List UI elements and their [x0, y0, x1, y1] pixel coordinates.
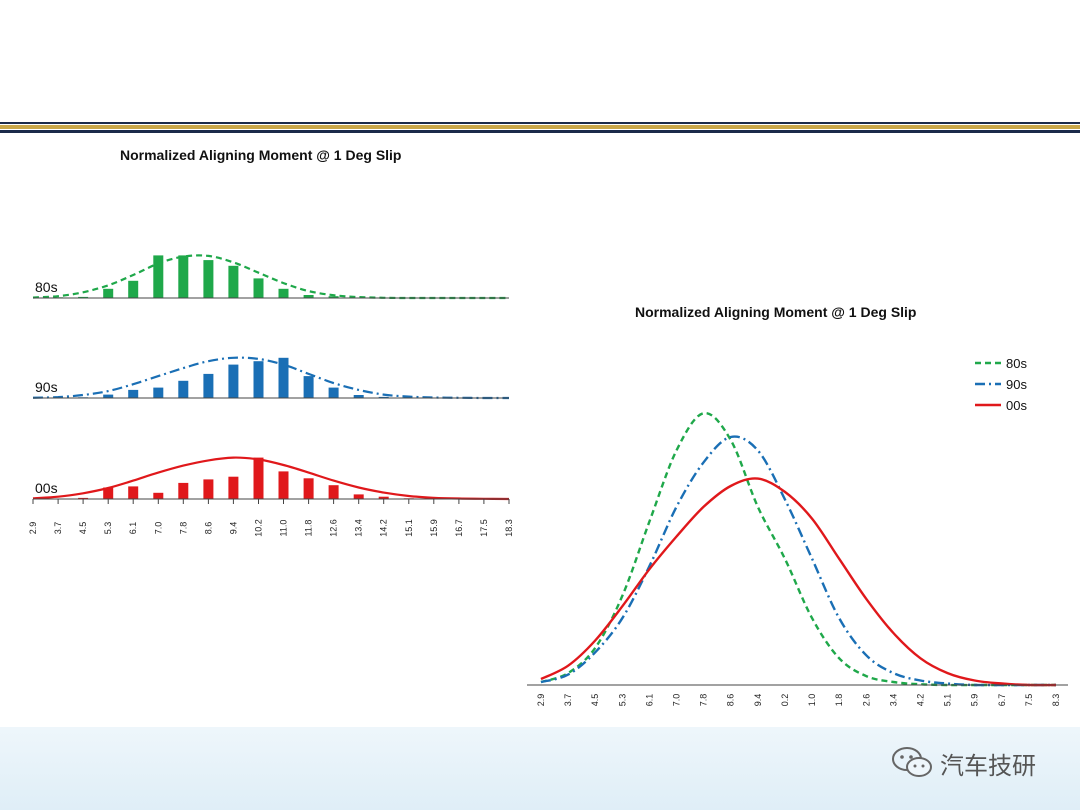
header-line-bottom [0, 130, 1080, 133]
bar-80s [303, 295, 314, 298]
x-tick-label: 16.7 [454, 519, 464, 537]
x-tick-label: 7.0 [672, 694, 682, 707]
x-tick-label: 9.4 [753, 694, 763, 707]
bar-00s [378, 496, 389, 499]
x-tick-label: 7.5 [1024, 694, 1034, 707]
bar-80s [203, 260, 214, 298]
x-tick-label: 8.3 [1051, 694, 1061, 707]
bar-00s [228, 476, 239, 499]
bar-90s [253, 361, 264, 398]
bar-00s [103, 487, 114, 499]
x-tick-label: 15.1 [404, 519, 414, 537]
bar-00s [203, 479, 214, 499]
x-tick-label: 7.8 [178, 522, 188, 535]
watermark: 汽车技研 [890, 745, 1036, 781]
bar-90s [203, 373, 214, 399]
series-line-80s [540, 411, 1056, 687]
bar-00s [353, 494, 364, 499]
x-tick-label: 4.2 [916, 694, 926, 707]
bar-00s [178, 482, 189, 499]
x-tick-label: 11.8 [304, 520, 314, 537]
x-tick-label: 2.6 [861, 694, 871, 707]
x-tick-label: 14.2 [379, 519, 389, 537]
bar-80s [178, 255, 189, 298]
x-tick-label: 18.3 [504, 519, 514, 537]
header-line-top [0, 122, 1080, 124]
x-tick-label: 6.7 [997, 694, 1007, 707]
bar-80s [253, 278, 264, 298]
bar-90s [103, 394, 114, 398]
left-chart-title: Normalized Aligning Moment @ 1 Deg Slip [120, 147, 401, 163]
x-tick-label: 5.9 [970, 694, 980, 707]
right-chart-title: Normalized Aligning Moment @ 1 Deg Slip [635, 304, 916, 320]
x-tick-label: 2.9 [28, 522, 38, 535]
bar-00s [278, 471, 289, 499]
legend-label-80s: 80s [1006, 356, 1027, 371]
bar-80s [278, 288, 289, 298]
panel-label-00s: 00s [35, 480, 58, 496]
x-tick-label: 5.1 [943, 694, 953, 707]
fit-line-00s [32, 456, 510, 501]
bar-00s [303, 478, 314, 499]
bar-00s [128, 486, 139, 500]
x-tick-label: 5.3 [617, 694, 627, 707]
bar-00s [253, 457, 264, 499]
legend-label-00s: 00s [1006, 398, 1027, 413]
bar-80s [328, 296, 339, 298]
x-tick-label: 1.8 [834, 694, 844, 707]
bar-00s [328, 485, 339, 499]
panel-label-80s: 80s [35, 279, 58, 295]
wechat-icon [892, 747, 932, 777]
x-tick-label: 11.0 [279, 520, 289, 537]
legend-label-90s: 90s [1006, 377, 1027, 392]
panel-label-90s: 90s [35, 379, 58, 395]
series-line-90s [540, 435, 1056, 687]
header-line-gold [0, 125, 1080, 129]
bar-80s [228, 265, 239, 298]
bar-80s [153, 255, 164, 298]
x-tick-label: 6.1 [128, 522, 138, 535]
bar-90s [128, 389, 139, 398]
bar-90s [278, 357, 289, 399]
fit-line-90s [32, 356, 509, 400]
bar-90s [328, 387, 339, 398]
bar-90s [353, 395, 364, 398]
x-tick-label: 4.5 [78, 522, 88, 535]
x-tick-label: 6.1 [644, 694, 654, 707]
x-tick-label: 17.5 [479, 519, 489, 537]
x-tick-label: 7.0 [153, 522, 163, 535]
bar-80s [128, 280, 139, 299]
x-tick-label: 5.3 [103, 522, 113, 535]
bar-90s [178, 380, 189, 399]
x-tick-label: 3.7 [53, 522, 63, 535]
x-tick-label: 3.4 [888, 694, 898, 707]
bar-90s [228, 364, 239, 398]
x-tick-label: 10.2 [254, 519, 264, 537]
x-tick-label: 8.6 [726, 694, 736, 707]
x-tick-label: 8.6 [203, 522, 213, 535]
header-bar [0, 118, 1080, 138]
x-tick-label: 2.9 [536, 694, 546, 707]
bar-90s [303, 376, 314, 398]
bar-80s [103, 288, 114, 298]
x-tick-label: 0.2 [780, 694, 790, 707]
bar-90s [153, 387, 164, 398]
x-tick-label: 3.7 [563, 694, 573, 707]
watermark-text: 汽车技研 [940, 751, 1036, 780]
x-tick-label: 12.6 [329, 519, 339, 537]
bar-00s [153, 492, 164, 499]
series-line-00s [540, 477, 1057, 687]
x-tick-label: 9.4 [228, 522, 238, 535]
x-tick-label: 4.5 [590, 694, 600, 707]
x-tick-label: 7.8 [699, 694, 709, 707]
x-tick-label: 13.4 [354, 519, 364, 537]
x-tick-label: 1.0 [807, 694, 817, 707]
x-tick-label: 15.9 [429, 519, 439, 537]
